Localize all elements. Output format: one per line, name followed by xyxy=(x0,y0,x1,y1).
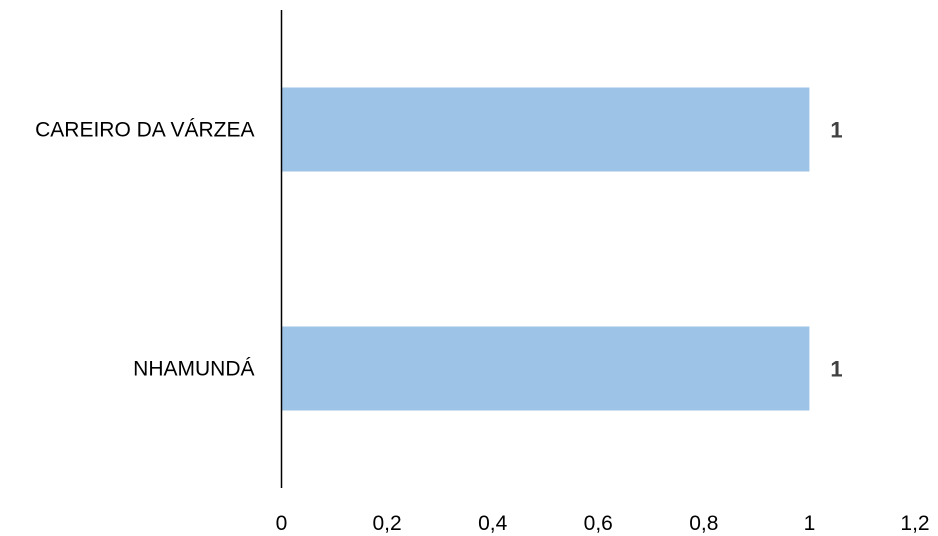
bars-layer xyxy=(281,87,810,411)
category-labels: CAREIRO DA VÁRZEA NHAMUNDÁ xyxy=(35,119,254,381)
data-labels: 11 xyxy=(830,118,842,382)
x-tick-label-0: 0 xyxy=(276,512,288,535)
x-tick-labels: 0 0,2 0,4 0,6 0,8 1 1,2 xyxy=(276,512,930,535)
x-tick-label-6: 1,2 xyxy=(900,512,929,535)
data-label-0: 1 xyxy=(830,118,842,143)
x-tick-label-3: 0,6 xyxy=(584,512,613,535)
category-label-0: CAREIRO DA VÁRZEA xyxy=(35,119,254,142)
x-tick-label-5: 1 xyxy=(804,512,816,535)
data-label-1: 1 xyxy=(830,357,842,382)
bar-1 xyxy=(281,326,810,411)
x-tick-label-1: 0,2 xyxy=(372,512,401,535)
category-label-1: NHAMUNDÁ xyxy=(133,358,254,381)
x-tick-label-2: 0,4 xyxy=(478,512,508,535)
x-tick-label-4: 0,8 xyxy=(689,512,718,535)
bar-0 xyxy=(281,87,810,172)
